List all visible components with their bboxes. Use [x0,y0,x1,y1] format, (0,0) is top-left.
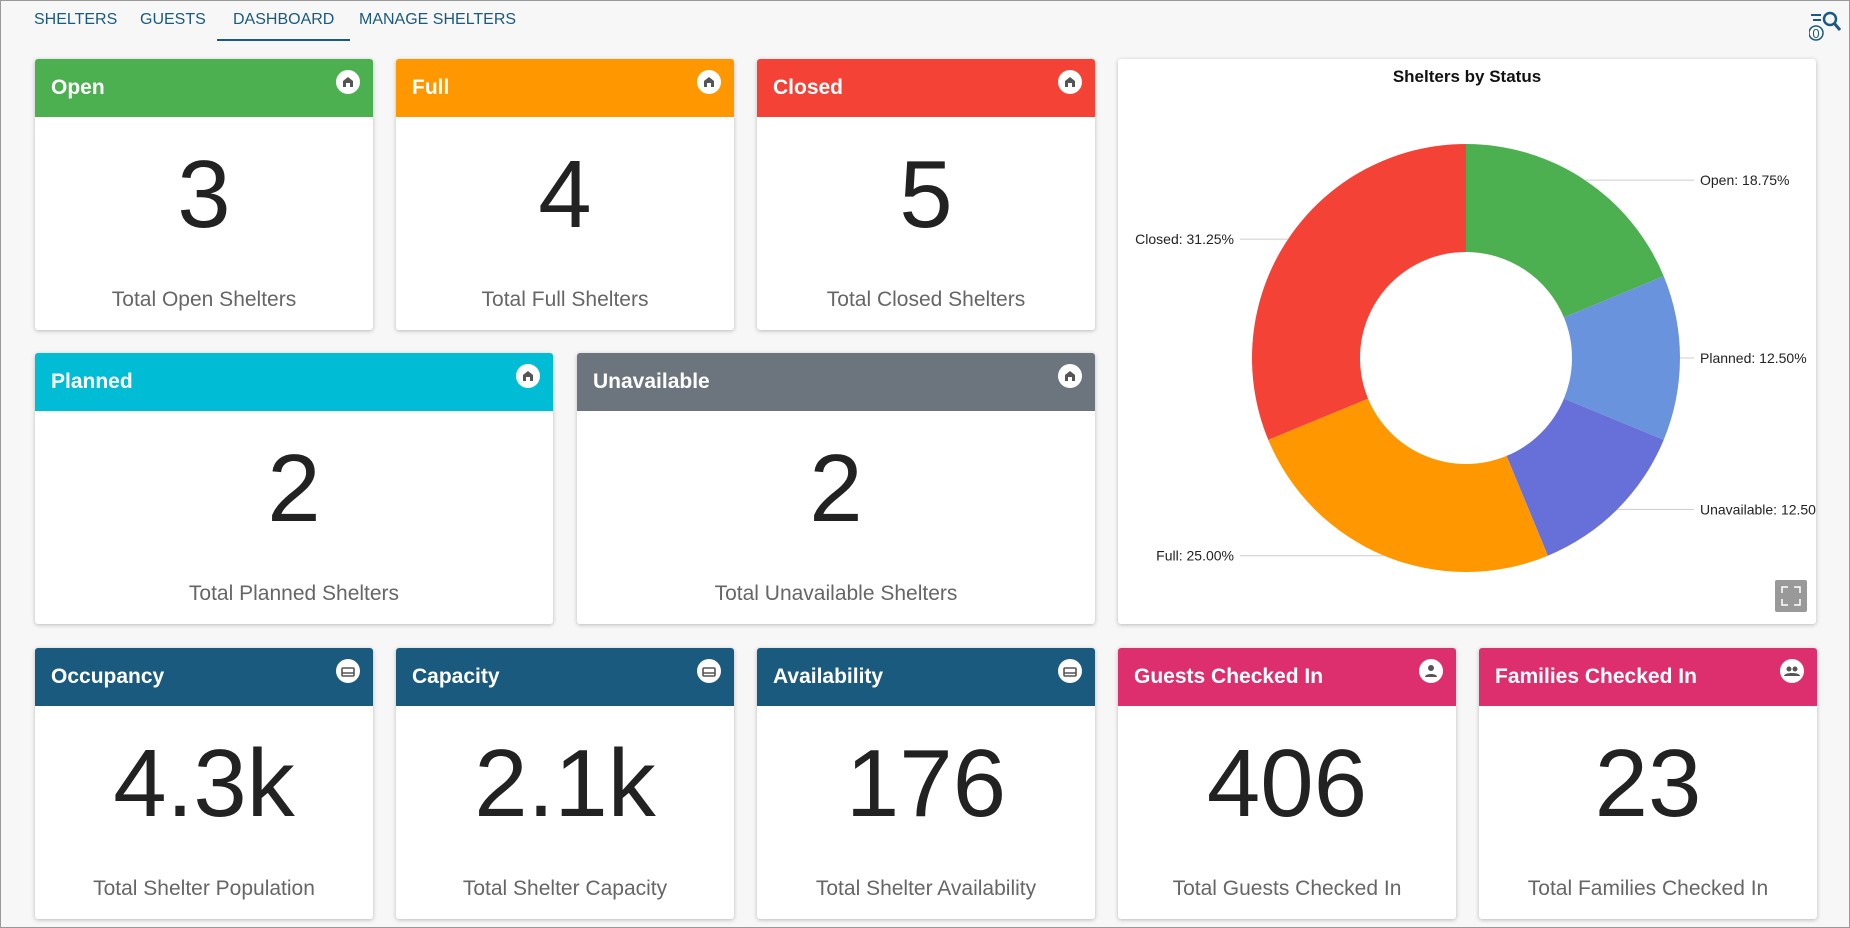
slice-label: Unavailable: 12.50% [1700,501,1816,517]
card-icon [697,659,721,683]
donut-slice [1252,144,1466,440]
card-caption: Total Closed Shelters [826,288,1026,311]
nav-tab[interactable]: MANAGE SHELTERS [359,11,517,28]
card-header: Planned [35,353,553,411]
donut-slice [1466,144,1664,318]
card-icon [697,70,721,94]
card-icon [1058,364,1082,388]
card-value: 406 [1206,730,1368,837]
card-caption: Total Full Shelters [481,288,649,311]
card-caption: Total Families Checked In [1527,877,1769,900]
stat-card: Unavailable 2 Total Unavailable Shelters [577,353,1095,624]
chart-card: Shelters by Status Open: 18.75% Planned: … [1118,59,1816,624]
card-title: Families Checked In [1495,665,1697,688]
card-caption: Total Shelter Capacity [462,877,668,900]
card-icon [1780,659,1804,683]
donut-slice [1563,276,1680,440]
filter-search-button[interactable]: 0 [1809,9,1843,43]
card-title: Closed [773,76,844,99]
card-value: 2 [809,435,863,542]
slice-label: Full: 25.00% [1156,548,1234,564]
nav-tab[interactable]: GUESTS [140,11,206,28]
card-header: Guests Checked In [1118,648,1456,706]
card-value: 176 [845,730,1007,837]
donut-slice [1268,398,1548,572]
nav-tab[interactable]: SHELTERS [34,11,118,28]
card-icon [1058,70,1082,94]
card-caption: Total Planned Shelters [188,582,400,605]
card-caption: Total Shelter Availability [815,877,1037,900]
card-icon [336,659,360,683]
card-title: Full [412,76,450,99]
card-header: Capacity [396,648,734,706]
stat-card: Availability 176 Total Shelter Availabilit… [757,648,1095,919]
card-title: Guests Checked In [1134,665,1324,688]
slice-label: Open: 18.75% [1700,172,1790,188]
stat-card: Capacity 2.1k Total Shelter Capacity [396,648,734,919]
stat-card: Planned 2 Total Planned Shelters [35,353,553,624]
card-icon [336,70,360,94]
card-header: Unavailable [577,353,1095,411]
card-title: Open [51,76,105,99]
card-value: 3 [177,141,231,248]
card-icon [1058,659,1082,683]
stat-card: Families Checked In 23 Total Families Chec… [1479,648,1817,919]
card-value: 23 [1594,730,1702,837]
stat-card: Occupancy 4.3k Total Shelter Population [35,648,373,919]
card-header: Occupancy [35,648,373,706]
card-icon [1419,659,1443,683]
card-value: 2 [267,435,321,542]
card-caption: Total Unavailable Shelters [714,582,958,605]
card-header: Open [35,59,373,117]
card-title: Planned [51,370,133,393]
card-title: Capacity [412,665,500,688]
chart-title: Shelters by Status [1393,67,1541,86]
card-value: 5 [899,141,953,248]
card-header: Families Checked In [1479,648,1817,706]
nav-tab[interactable]: DASHBOARD [217,9,351,41]
donut-chart: Shelters by Status Open: 18.75% Planned: … [1135,67,1816,612]
card-caption: Total Open Shelters [111,288,297,311]
filter-count-badge: 0 [1812,26,1819,41]
card-caption: Total Shelter Population [93,877,315,900]
fullscreen-button[interactable] [1775,580,1807,612]
card-value: 4.3k [113,730,295,837]
slice-label: Planned: 12.50% [1700,350,1807,366]
card-value: 4 [538,141,592,248]
card-title: Occupancy [51,665,165,688]
card-header: Full [396,59,734,117]
stat-card: Closed 5 Total Closed Shelters [757,59,1095,330]
stat-card: Open 3 Total Open Shelters [35,59,373,330]
card-caption: Total Guests Checked In [1172,877,1402,900]
stat-card: Full 4 Total Full Shelters [396,59,734,330]
card-header: Availability [757,648,1095,706]
slice-label: Closed: 31.25% [1135,231,1234,247]
card-title: Unavailable [593,370,710,393]
card-header: Closed [757,59,1095,117]
card-icon [516,364,540,388]
card-value: 2.1k [474,730,656,837]
card-title: Availability [773,665,884,688]
stat-card: Guests Checked In 406 Total Guests Checked… [1118,648,1456,919]
donut-slice [1506,398,1664,556]
